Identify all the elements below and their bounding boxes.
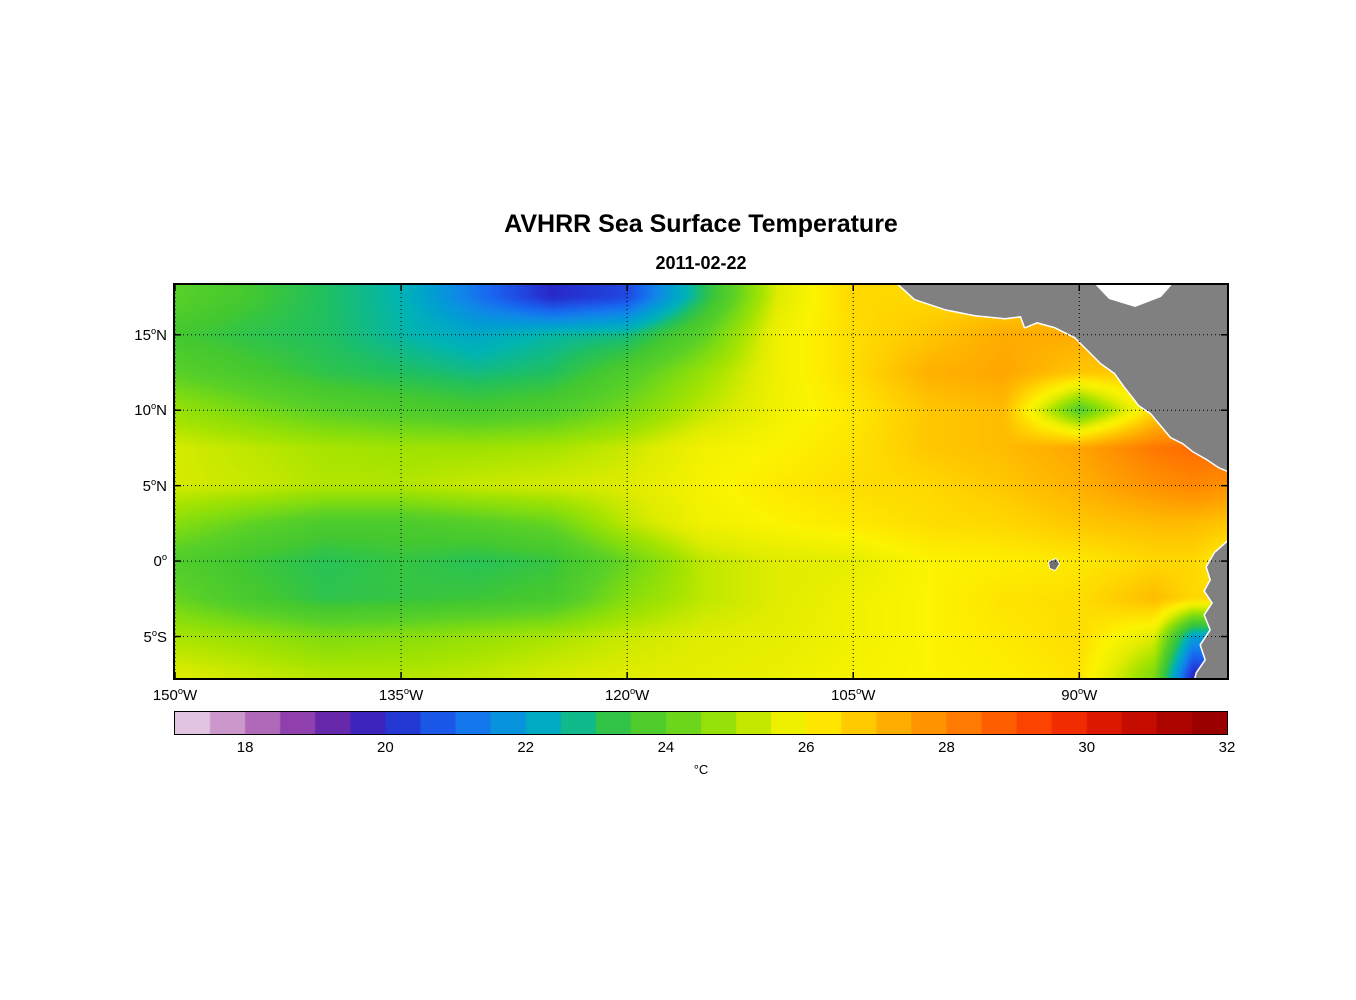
x-axis-tick-label: 135oW — [378, 686, 424, 704]
x-axis-tick-label: 90oW — [1061, 686, 1098, 704]
land-masses — [897, 285, 1227, 678]
colorbar-units-label: °C — [693, 762, 709, 777]
colorbar-tick-label: 32 — [1218, 739, 1236, 756]
x-axis-tick-label: 105oW — [831, 686, 876, 704]
colorbar-tick-label: 30 — [1078, 739, 1096, 756]
map-plot-area — [173, 283, 1229, 680]
colorbar-tick-label: 24 — [657, 739, 675, 756]
x-axis-tick-label: 120oW — [604, 686, 650, 704]
land-central-america — [897, 285, 1227, 473]
axis-tick-marks — [175, 285, 1227, 678]
x-axis-tick-label: 150oW — [152, 686, 198, 704]
y-axis-tick-label: 15oN — [134, 325, 167, 344]
colorbar — [174, 711, 1228, 735]
land-galapagos-island — [1048, 558, 1060, 571]
land-south-america — [1194, 540, 1227, 678]
colorbar-tick-label: 28 — [938, 739, 955, 756]
graticule — [175, 285, 1227, 678]
y-axis-tick-label: 0o — [153, 552, 167, 571]
colorbar-canvas — [175, 712, 1227, 734]
map-overlay — [175, 285, 1227, 678]
chart-title: AVHRR Sea Surface Temperature — [504, 210, 898, 238]
colorbar-tick-label: 20 — [377, 739, 394, 756]
y-axis-tick-label: 5oN — [142, 476, 167, 495]
colorbar-tick-label: 18 — [236, 739, 254, 756]
chart-date-subtitle: 2011-02-22 — [655, 253, 747, 273]
y-axis-tick-label: 10oN — [134, 401, 167, 420]
colorbar-tick-label: 22 — [517, 739, 534, 756]
y-axis-tick-label: 5oS — [143, 627, 167, 646]
colorbar-tick-label: 26 — [797, 739, 815, 756]
caribbean-nodata-mask — [1095, 285, 1172, 307]
sst-heatmap-canvas — [175, 285, 1227, 678]
